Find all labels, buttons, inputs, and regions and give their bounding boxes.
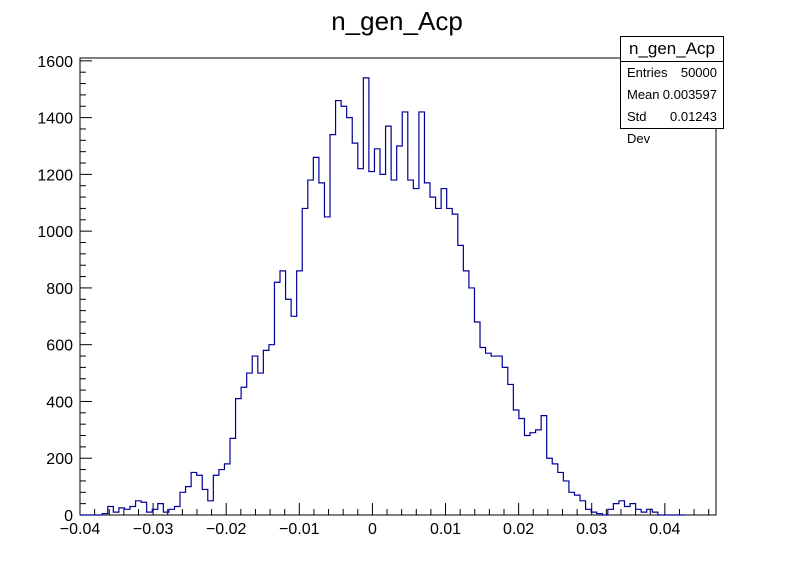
y-tick-label: 1200 (37, 167, 73, 184)
stats-title: n_gen_Acp (621, 37, 723, 62)
stats-label: Entries (627, 65, 668, 80)
stats-value: 0.01243 (670, 109, 717, 124)
chart-title: n_gen_Acp (331, 6, 463, 36)
axis-tick-labels: −0.04 −0.03 −0.02 −0.01 0 0.01 0.02 0.03 0.04 0 20… (37, 54, 680, 538)
x-tick-label: 0.01 (430, 521, 461, 538)
x-tick-label: −0.03 (133, 521, 174, 538)
stats-value: 50000 (680, 65, 717, 80)
y-tick-label: 800 (46, 281, 73, 298)
x-tick-label: 0.04 (649, 521, 680, 538)
stats-value: 0.003597 (662, 87, 717, 102)
x-tick-label: −0.01 (279, 521, 320, 538)
stats-row-entries: Entries 50000 (621, 62, 723, 84)
axis-ticks (79, 60, 710, 516)
stats-box: n_gen_Acp Entries 50000 Mean 0.003597 St… (620, 36, 724, 146)
stats-label: Mean (627, 87, 660, 102)
y-tick-label: 1400 (37, 111, 73, 128)
x-tick-label: 0.03 (576, 521, 607, 538)
stats-row-mean: Mean 0.003597 (621, 84, 723, 106)
y-tick-label: 400 (46, 394, 73, 411)
x-tick-label: −0.02 (206, 521, 247, 538)
y-tick-label: 0 (64, 508, 73, 525)
y-tick-label: 1600 (37, 54, 73, 71)
x-tick-label: 0 (368, 521, 377, 538)
x-tick-label: 0.02 (503, 521, 534, 538)
stats-label: Std Dev (627, 109, 651, 146)
stats-row-stddev: Std Dev 0.01243 (621, 106, 723, 146)
y-tick-label: 600 (46, 338, 73, 355)
x-tick-label: −0.04 (60, 521, 101, 538)
y-tick-label: 200 (46, 451, 73, 468)
y-tick-label: 1000 (37, 224, 73, 241)
plot-frame (79, 57, 717, 516)
histogram-line (80, 77, 686, 516)
